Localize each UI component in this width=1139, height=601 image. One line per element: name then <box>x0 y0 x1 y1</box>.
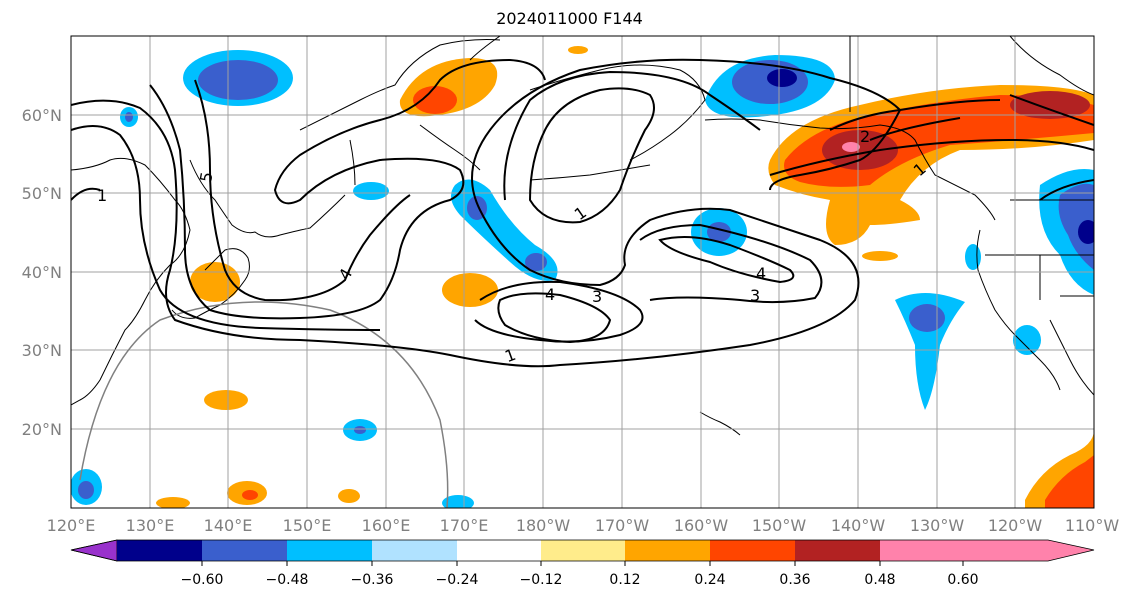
lat-label: 30°N <box>22 341 62 360</box>
lon-label: 170°W <box>595 516 650 535</box>
contour-labels: 1 5 4 1 4 3 4 3 1 2 1 <box>97 127 930 366</box>
lon-label: 160°E <box>362 516 411 535</box>
colorbar-tick-label: 0.24 <box>694 572 725 588</box>
contour-label: 3 <box>750 286 760 305</box>
colorbar-tick-label: 0.48 <box>864 572 895 588</box>
colorbar-tick-label: −0.36 <box>351 572 394 588</box>
colorbar-tick-label: −0.12 <box>520 572 563 588</box>
lon-label: 140°W <box>831 516 886 535</box>
contour-label: 5 <box>196 170 216 183</box>
lon-label: 160°W <box>674 516 729 535</box>
colorbar-segment <box>710 540 795 561</box>
contour-label: 4 <box>756 264 766 283</box>
lon-label: 150°E <box>283 516 332 535</box>
colorbar-segment <box>202 540 287 561</box>
contour-label: 3 <box>592 287 602 306</box>
colorbar-extend-low <box>70 539 118 562</box>
colorbar-tick-label: 0.12 <box>609 572 640 588</box>
lon-label: 170°E <box>440 516 489 535</box>
colorbar-segment <box>880 540 963 561</box>
colorbar-extend-high <box>963 540 1094 561</box>
colorbar-tick-label: −0.48 <box>266 572 309 588</box>
colorbar-tick-label: −0.24 <box>436 572 479 588</box>
lon-label: 110°W <box>1065 516 1120 535</box>
latitude-labels: 60°N 50°N 40°N 30°N 20°N <box>22 106 62 439</box>
contour-label: 1 <box>97 186 107 205</box>
range-circle <box>79 301 449 508</box>
lon-label: 120°W <box>988 516 1043 535</box>
lon-label: 140°E <box>204 516 253 535</box>
lat-label: 60°N <box>22 106 62 125</box>
lat-label: 40°N <box>22 263 62 282</box>
colorbar-segment <box>541 540 625 561</box>
lat-label: 20°N <box>22 420 62 439</box>
lon-label: 130°E <box>126 516 175 535</box>
contour-label: 4 <box>545 285 555 304</box>
colorbar-segment <box>117 540 202 561</box>
lat-label: 50°N <box>22 184 62 203</box>
lon-label: 150°W <box>752 516 807 535</box>
contour-lines <box>71 58 1094 368</box>
colorbar-segment <box>457 540 541 561</box>
colorbar-tick-label: 0.36 <box>779 572 810 588</box>
colorbar-segment <box>795 540 880 561</box>
lon-label: 180°W <box>516 516 571 535</box>
longitude-labels: 120°E 130°E 140°E 150°E 160°E 170°E 180°… <box>47 516 1120 535</box>
lon-label: 120°E <box>47 516 96 535</box>
colorbar-segment <box>625 540 710 561</box>
colorbar-tick-label: −0.60 <box>181 572 224 588</box>
contour-label: 2 <box>860 127 870 146</box>
map-title: 2024011000 F144 <box>496 9 643 28</box>
colorbar-tick-label: 0.60 <box>947 572 978 588</box>
map-frame <box>70 35 1095 509</box>
colorbar-segment <box>372 540 457 561</box>
lon-label: 130°W <box>910 516 965 535</box>
colorbar: −0.60 −0.48 −0.36 −0.24 −0.12 0.12 0.24 … <box>70 539 1095 588</box>
colorbar-segment <box>287 540 372 561</box>
